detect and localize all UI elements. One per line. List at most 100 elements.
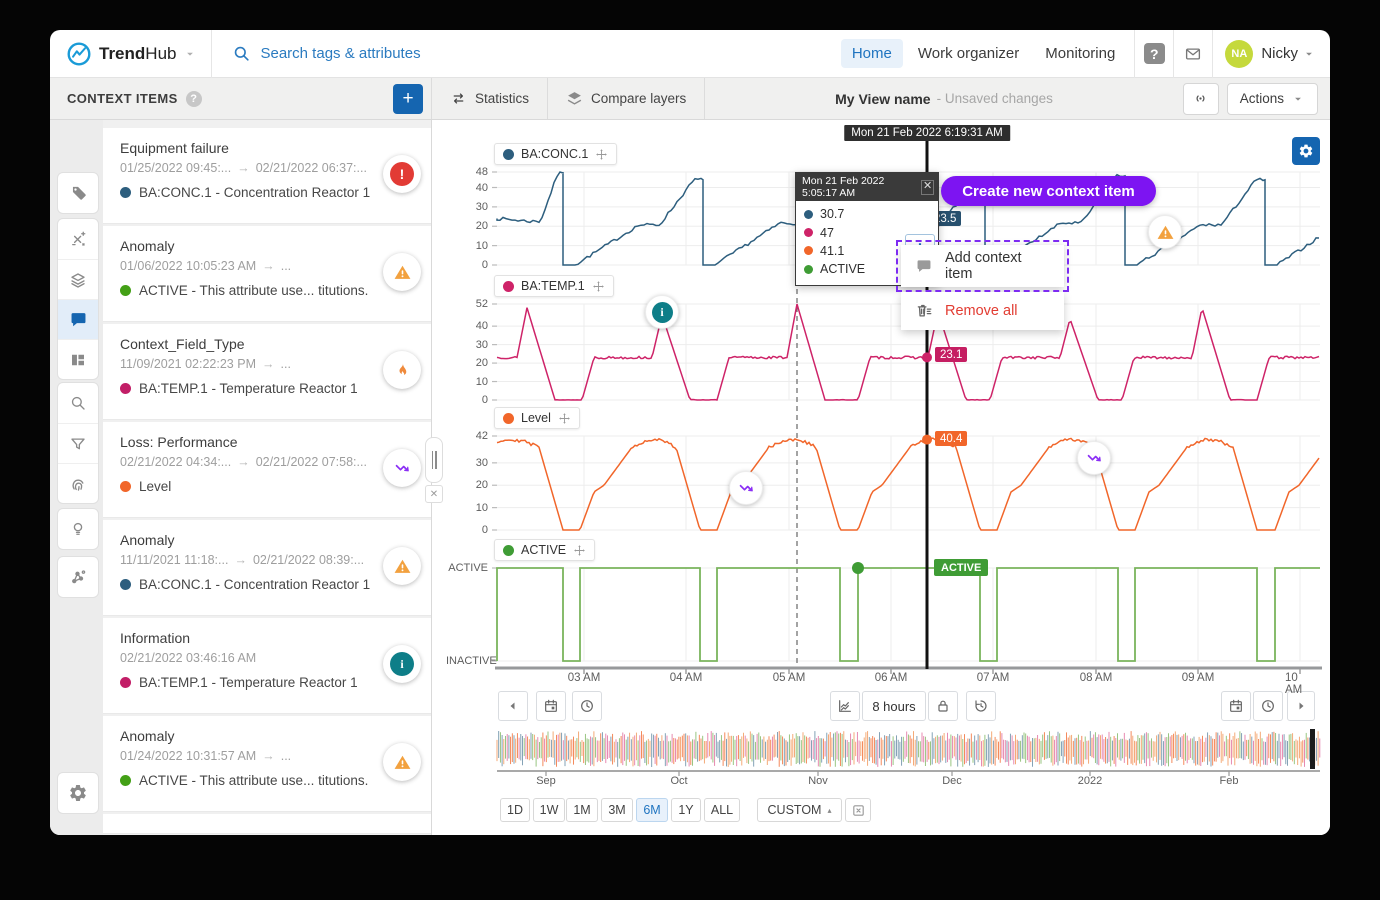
panel-resize-handle[interactable]	[425, 437, 443, 483]
loss-marker[interactable]	[1077, 441, 1111, 475]
live-mode-button[interactable]	[1182, 82, 1219, 115]
sidebar-item-tag[interactable]	[58, 173, 98, 213]
tooltip-value-row: 41.1	[796, 242, 938, 260]
context-item-type-badge[interactable]	[383, 253, 421, 291]
series-color-dot	[503, 544, 514, 556]
nav-tab-home[interactable]: Home	[840, 39, 903, 68]
duration-button[interactable]: 8 hours	[862, 691, 926, 721]
compare-trends-button[interactable]	[830, 691, 860, 721]
sidebar-item-dashboard[interactable]	[58, 339, 98, 379]
context-item-card[interactable]: Information 02/21/2022 03:46:16 AM BA:TEMP…	[103, 618, 431, 714]
tab-compare-layers[interactable]: Compare layers	[548, 78, 706, 119]
context-item-type-badge[interactable]	[383, 351, 421, 389]
secondary-toolbar: CONTEXT ITEMS ? + Statistics Compare lay…	[50, 78, 1330, 120]
view-name[interactable]: My View name	[835, 90, 931, 107]
sidebar-item-formula[interactable]	[58, 219, 98, 259]
context-item-type-badge[interactable]	[383, 743, 421, 781]
help-button[interactable]: ?	[1135, 39, 1173, 69]
context-item-type-badge[interactable]: i	[383, 645, 421, 683]
app-logo[interactable]: TrendHub	[66, 41, 197, 67]
legend-active[interactable]: ACTIVE	[494, 539, 596, 561]
y-axis-tick: 48	[475, 166, 488, 178]
legend-temp[interactable]: BA:TEMP.1	[494, 275, 614, 297]
end-time-button[interactable]	[1253, 691, 1283, 721]
menu-item-add-context-item[interactable]: Add context item	[896, 240, 1069, 292]
history-button[interactable]	[966, 691, 996, 721]
zoom-preset-3m[interactable]: 3M	[601, 798, 633, 822]
end-date-button[interactable]	[1221, 691, 1251, 721]
start-time-button[interactable]	[572, 691, 602, 721]
context-item-type-badge[interactable]	[383, 449, 421, 487]
tag-color-dot	[120, 775, 131, 786]
zoom-preset-custom[interactable]: CUSTOM ▴	[757, 798, 842, 822]
tool-group	[57, 218, 99, 380]
brand-name: TrendHub	[99, 43, 177, 63]
context-item-type-badge[interactable]: !	[383, 155, 421, 193]
warning-marker[interactable]	[1148, 215, 1182, 249]
context-item-card[interactable]: Anomaly 01/06/2022 10:05:23 AM →... ACTIVE …	[103, 226, 431, 322]
chevron-down-icon[interactable]	[183, 47, 197, 61]
zoom-preset-1w[interactable]: 1W	[533, 798, 565, 822]
loss-marker[interactable]	[729, 471, 763, 505]
global-search-input[interactable]: Search tags & attributes	[232, 44, 840, 63]
sidebar-item-search[interactable]	[58, 383, 98, 423]
close-icon[interactable]: ✕	[921, 179, 934, 195]
y-axis-tick: 52	[475, 298, 488, 310]
actions-button[interactable]: Actions	[1226, 82, 1318, 115]
nav-tab-monitoring[interactable]: Monitoring	[1045, 45, 1116, 62]
sidebar-item-filter[interactable]	[58, 423, 98, 463]
sidebar-item-experiment[interactable]	[58, 557, 98, 597]
start-date-button[interactable]	[536, 691, 566, 721]
chevron-down-icon	[1291, 92, 1305, 106]
context-item-card[interactable]: Equipment failure 01/25/2022 09:45:... → 02…	[103, 128, 431, 224]
chart-settings-button[interactable]	[1292, 137, 1320, 165]
zoom-preset-1m[interactable]: 1M	[566, 798, 598, 822]
panel-collapse-button[interactable]: ✕	[425, 485, 443, 503]
trend-chart-canvas[interactable]	[432, 120, 1330, 835]
user-name[interactable]: Nicky	[1261, 45, 1298, 62]
context-item-card[interactable]: Loss: Performance 02/21/2022 04:34:... → 02…	[103, 422, 431, 518]
sidebar-item-bulb[interactable]	[58, 509, 98, 549]
add-context-item-button[interactable]: +	[393, 83, 423, 114]
overview-axis-label: 2022	[1077, 775, 1103, 787]
move-icon	[595, 148, 608, 161]
sidebar-item-comment[interactable]	[58, 299, 98, 339]
tab-statistics[interactable]: Statistics	[432, 78, 549, 119]
legend-level[interactable]: Level	[494, 407, 580, 429]
context-item-card[interactable]: Anomaly 01/24/2022 10:31:57 AM →... ACTIVE …	[103, 716, 431, 812]
info-marker[interactable]: i	[645, 295, 679, 329]
x-axis-tick: 05 AM	[772, 672, 806, 684]
menu-item-remove-all[interactable]: Remove all	[901, 292, 1064, 330]
context-item-card[interactable]: Anomaly 11/11/2021 11:18:... → 02/21/2022 0…	[103, 520, 431, 616]
active-state-badge: ACTIVE	[934, 559, 989, 576]
create-context-item-button[interactable]: Create new context item	[941, 176, 1156, 206]
tag-color-dot	[120, 285, 131, 296]
info-icon: i	[390, 652, 414, 676]
zoom-preset-6m[interactable]: 6M	[636, 798, 668, 822]
step-back-button[interactable]	[498, 691, 528, 721]
context-item-card[interactable]: Context_Field_Type 11/09/2021 02:22:23 PM…	[103, 324, 431, 420]
chevron-down-icon[interactable]	[1302, 47, 1316, 61]
x-axis-tick: 03 AM	[567, 672, 601, 684]
notifications-button[interactable]	[1174, 39, 1212, 69]
tooltip-time: Mon 21 Feb 2022 5:05:17 AM	[802, 175, 885, 199]
sidebar-item-layers[interactable]	[58, 259, 98, 299]
sidebar-item-fingerprint[interactable]	[58, 463, 98, 503]
zoom-preset-1d[interactable]: 1D	[500, 798, 530, 822]
zoom-preset-1y[interactable]: 1Y	[671, 798, 701, 822]
experiment-icon	[69, 568, 87, 586]
help-icon[interactable]: ?	[185, 90, 202, 107]
series-color-dot	[804, 246, 813, 256]
context-item-type-badge[interactable]	[383, 547, 421, 585]
fingerprint-icon	[69, 475, 87, 493]
info-icon: i	[651, 301, 673, 323]
lock-range-button[interactable]	[928, 691, 958, 721]
legend-conc[interactable]: BA:CONC.1	[494, 143, 618, 165]
step-forward-button[interactable]	[1287, 691, 1315, 721]
nav-tab-work-organizer[interactable]: Work organizer	[917, 45, 1020, 62]
user-avatar[interactable]: NA	[1225, 39, 1254, 68]
cursor-time-label[interactable]: Mon 21 Feb 2022 6:19:31 AM	[844, 125, 1010, 141]
zoom-preset-all[interactable]: ALL	[704, 798, 740, 822]
sidebar-item-settings[interactable]	[58, 773, 98, 813]
custom-dismiss-button[interactable]	[845, 798, 871, 822]
